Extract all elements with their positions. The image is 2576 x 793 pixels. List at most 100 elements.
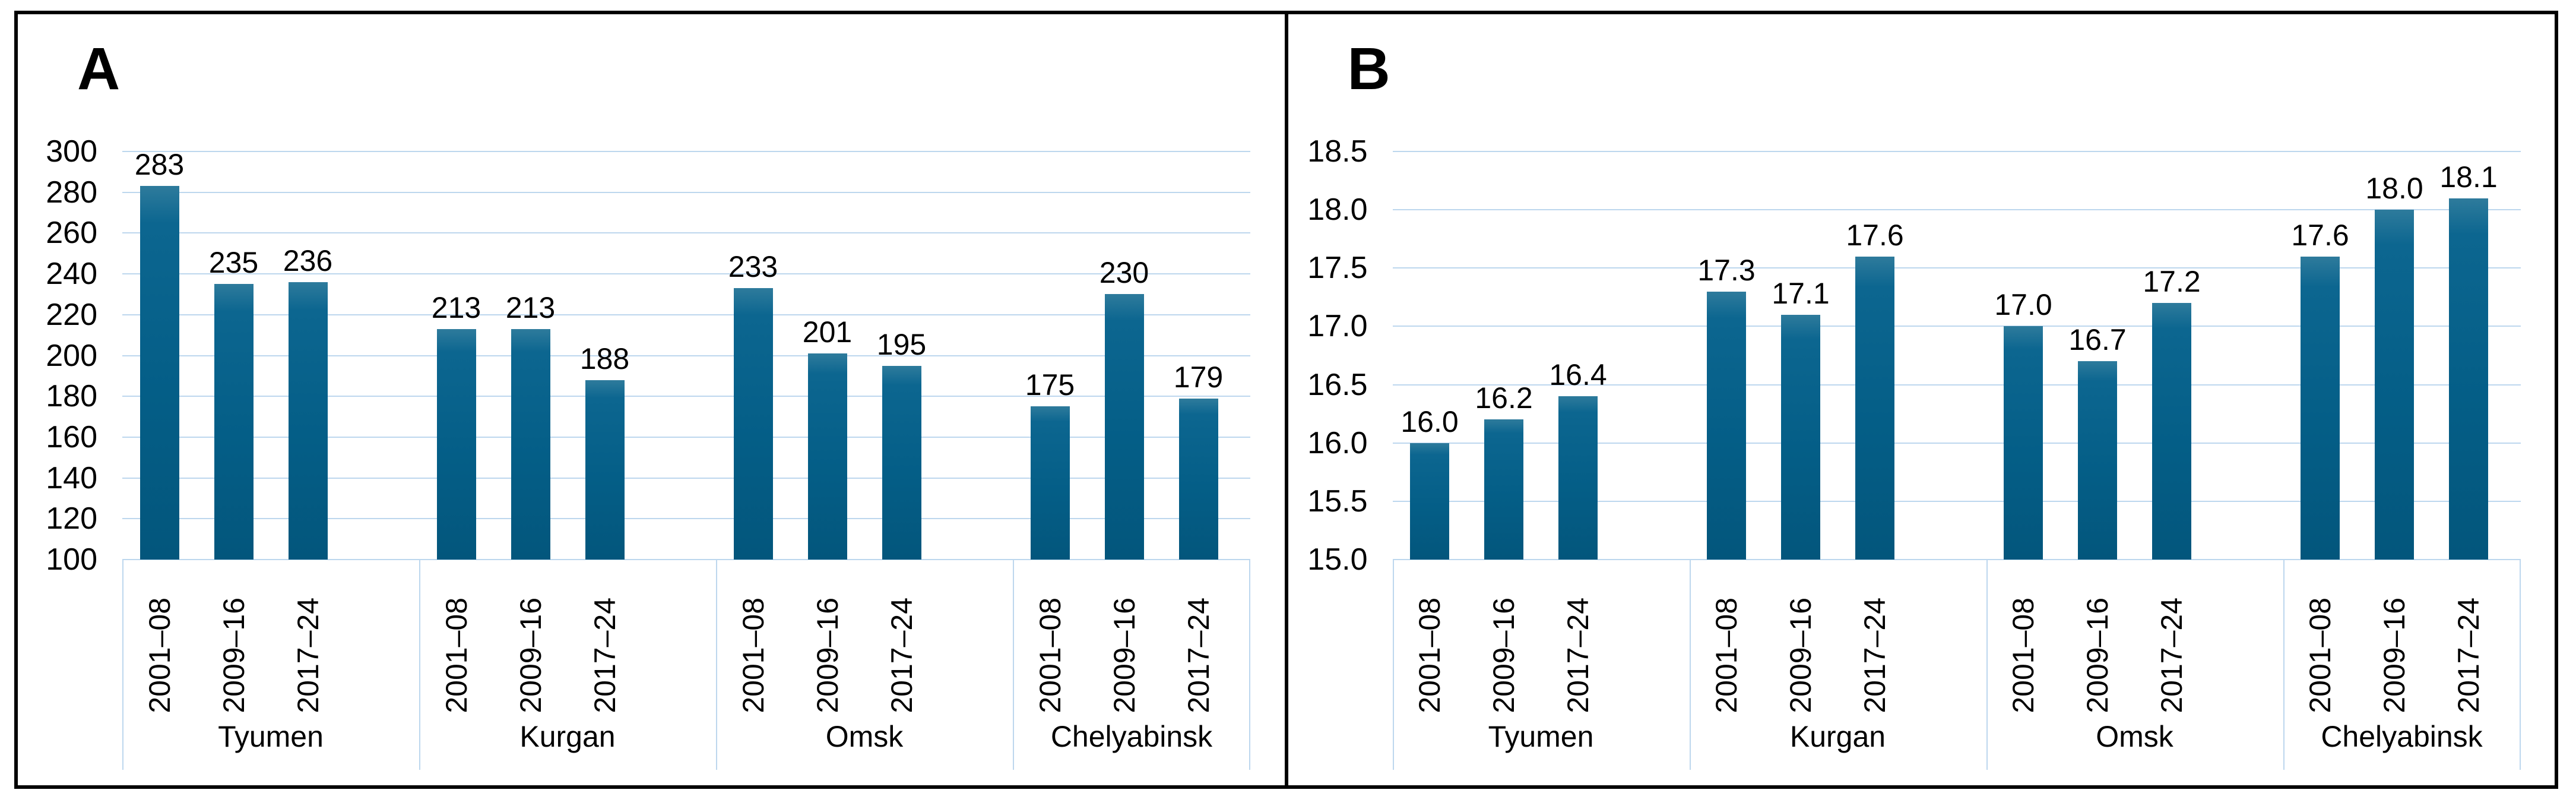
gridline (122, 355, 1250, 356)
bar-value-label: 17.6 (2291, 218, 2349, 252)
gridline (122, 477, 1250, 479)
x-axis-period-label-text: 2001–08 (2303, 597, 2337, 713)
x-axis-period-label-text: 2009–16 (217, 597, 251, 713)
gridline (122, 396, 1250, 397)
y-axis-tick-label: 140 (46, 460, 97, 495)
x-axis-period-label-text: 2009–16 (2081, 597, 2114, 713)
x-axis-period-label-text: 2001–08 (1413, 597, 1446, 713)
y-axis-tick-label: 17.5 (1307, 251, 1368, 286)
x-axis-group-label: Kurgan (519, 720, 616, 753)
x-axis-period-label-text: 2001–08 (1710, 597, 1743, 713)
panel-b: B 18.5 18.0 17.5 17.0 16.5 16.0 15.5 15.0 16.0 20… (1288, 14, 2555, 785)
bar-value-label: 213 (505, 290, 556, 324)
y-axis-tick-label: 16.5 (1307, 367, 1368, 402)
gridline (122, 151, 1250, 152)
x-axis-period-label-text: 2017–24 (588, 597, 622, 713)
gridline (1392, 442, 2521, 444)
y-axis-tick-label: 18.0 (1307, 192, 1368, 228)
bar-value-label: 236 (283, 244, 333, 277)
category-axis-line (1392, 559, 2521, 560)
bar (1484, 419, 1523, 560)
x-axis-group-label: Chelyabinsk (2321, 720, 2483, 753)
bar-value-label: 16.4 (1549, 358, 1607, 392)
gridline (1392, 500, 2521, 502)
bar-value-label: 188 (579, 342, 630, 375)
bar-value-label: 18.0 (2365, 172, 2423, 206)
x-axis-period-label-text: 2017–24 (291, 597, 325, 713)
x-axis-period-label-text: 2009–16 (514, 597, 547, 713)
x-axis-period-label-text: 2017–24 (1858, 597, 1891, 713)
group-separator (419, 560, 420, 770)
bar (288, 282, 328, 560)
panel-divider (1284, 14, 1288, 785)
x-axis-group-label: Tyumen (218, 720, 324, 753)
x-axis-period-label-text: 2009–16 (1487, 597, 1520, 713)
bar-value-label: 16.7 (2068, 323, 2127, 357)
group-separator (1249, 560, 1250, 770)
bar (733, 288, 773, 560)
bar-value-label: 233 (728, 250, 778, 284)
gridline (1392, 267, 2521, 269)
bar (2375, 210, 2414, 560)
bar-value-label: 17.6 (1846, 218, 1904, 252)
bar-value-label: 16.0 (1401, 405, 1459, 438)
y-axis-tick-label: 15.0 (1307, 542, 1368, 577)
y-axis-tick-label: 17.0 (1307, 309, 1368, 344)
gridline (122, 232, 1250, 234)
x-axis-period-label-text: 2009–16 (2378, 597, 2411, 713)
bar (807, 353, 847, 560)
group-separator (1013, 560, 1014, 770)
x-axis-period-label-text: 2017–24 (1561, 597, 1595, 713)
y-axis-tick-label: 240 (46, 257, 97, 292)
bar-value-label: 18.1 (2439, 160, 2498, 194)
group-separator (2519, 560, 2521, 770)
group-separator (1392, 560, 1394, 770)
x-axis-period-label-text: 2001–08 (1033, 597, 1067, 713)
figure-frame: A 300 280 260 240 220 200 180 160 140 120 100 283 20… (14, 11, 2558, 789)
bar (2449, 198, 2488, 560)
gridline (1392, 384, 2521, 386)
group-separator (1689, 560, 1691, 770)
y-axis-tick-label: 16.0 (1307, 425, 1368, 460)
y-axis-tick-label: 280 (46, 175, 97, 210)
gridline (1392, 209, 2521, 211)
bar (1781, 314, 1820, 560)
bar (214, 284, 254, 560)
bar-value-label: 230 (1099, 256, 1149, 290)
bar-value-label: 235 (208, 246, 259, 280)
bar-value-label: 179 (1173, 360, 1224, 394)
bar-value-label: 175 (1025, 368, 1075, 402)
bar (1707, 291, 1746, 560)
panel-a-letter: A (77, 36, 121, 102)
y-axis-tick-label: 260 (46, 216, 97, 251)
gridline (122, 191, 1250, 193)
y-axis-tick-label: 15.5 (1307, 484, 1368, 519)
y-axis-tick-label: 180 (46, 379, 97, 414)
bar-value-label: 17.0 (1994, 288, 2052, 322)
group-separator (716, 560, 717, 770)
x-axis-period-label-text: 2001–08 (142, 597, 176, 713)
panel-a: A 300 280 260 240 220 200 180 160 140 120 100 283 20… (18, 14, 1285, 785)
y-axis-tick-label: 300 (46, 134, 97, 169)
bar (585, 380, 625, 560)
panel-b-letter: B (1347, 36, 1390, 102)
x-axis-group-label: Omsk (825, 720, 904, 753)
x-axis-group-label: Omsk (2096, 720, 2173, 753)
x-axis-period-label-text: 2001–08 (2007, 597, 2040, 713)
group-separator (1986, 560, 1988, 770)
gridline (122, 314, 1250, 315)
group-separator (2283, 560, 2285, 770)
bar (882, 365, 921, 560)
x-axis-group-label: Kurgan (1789, 720, 1886, 753)
bar (2301, 256, 2340, 560)
bar (1030, 406, 1070, 560)
bar-value-label: 17.2 (2143, 265, 2201, 299)
bar-value-label: 283 (134, 148, 185, 182)
category-axis-line (122, 559, 1250, 560)
bar-value-label: 201 (802, 315, 853, 349)
x-axis-period-label-text: 2009–16 (1784, 597, 1817, 713)
bar (1410, 443, 1449, 560)
y-axis-tick-label: 200 (46, 338, 97, 373)
bar (1558, 396, 1598, 560)
y-axis-tick-label: 120 (46, 501, 97, 536)
